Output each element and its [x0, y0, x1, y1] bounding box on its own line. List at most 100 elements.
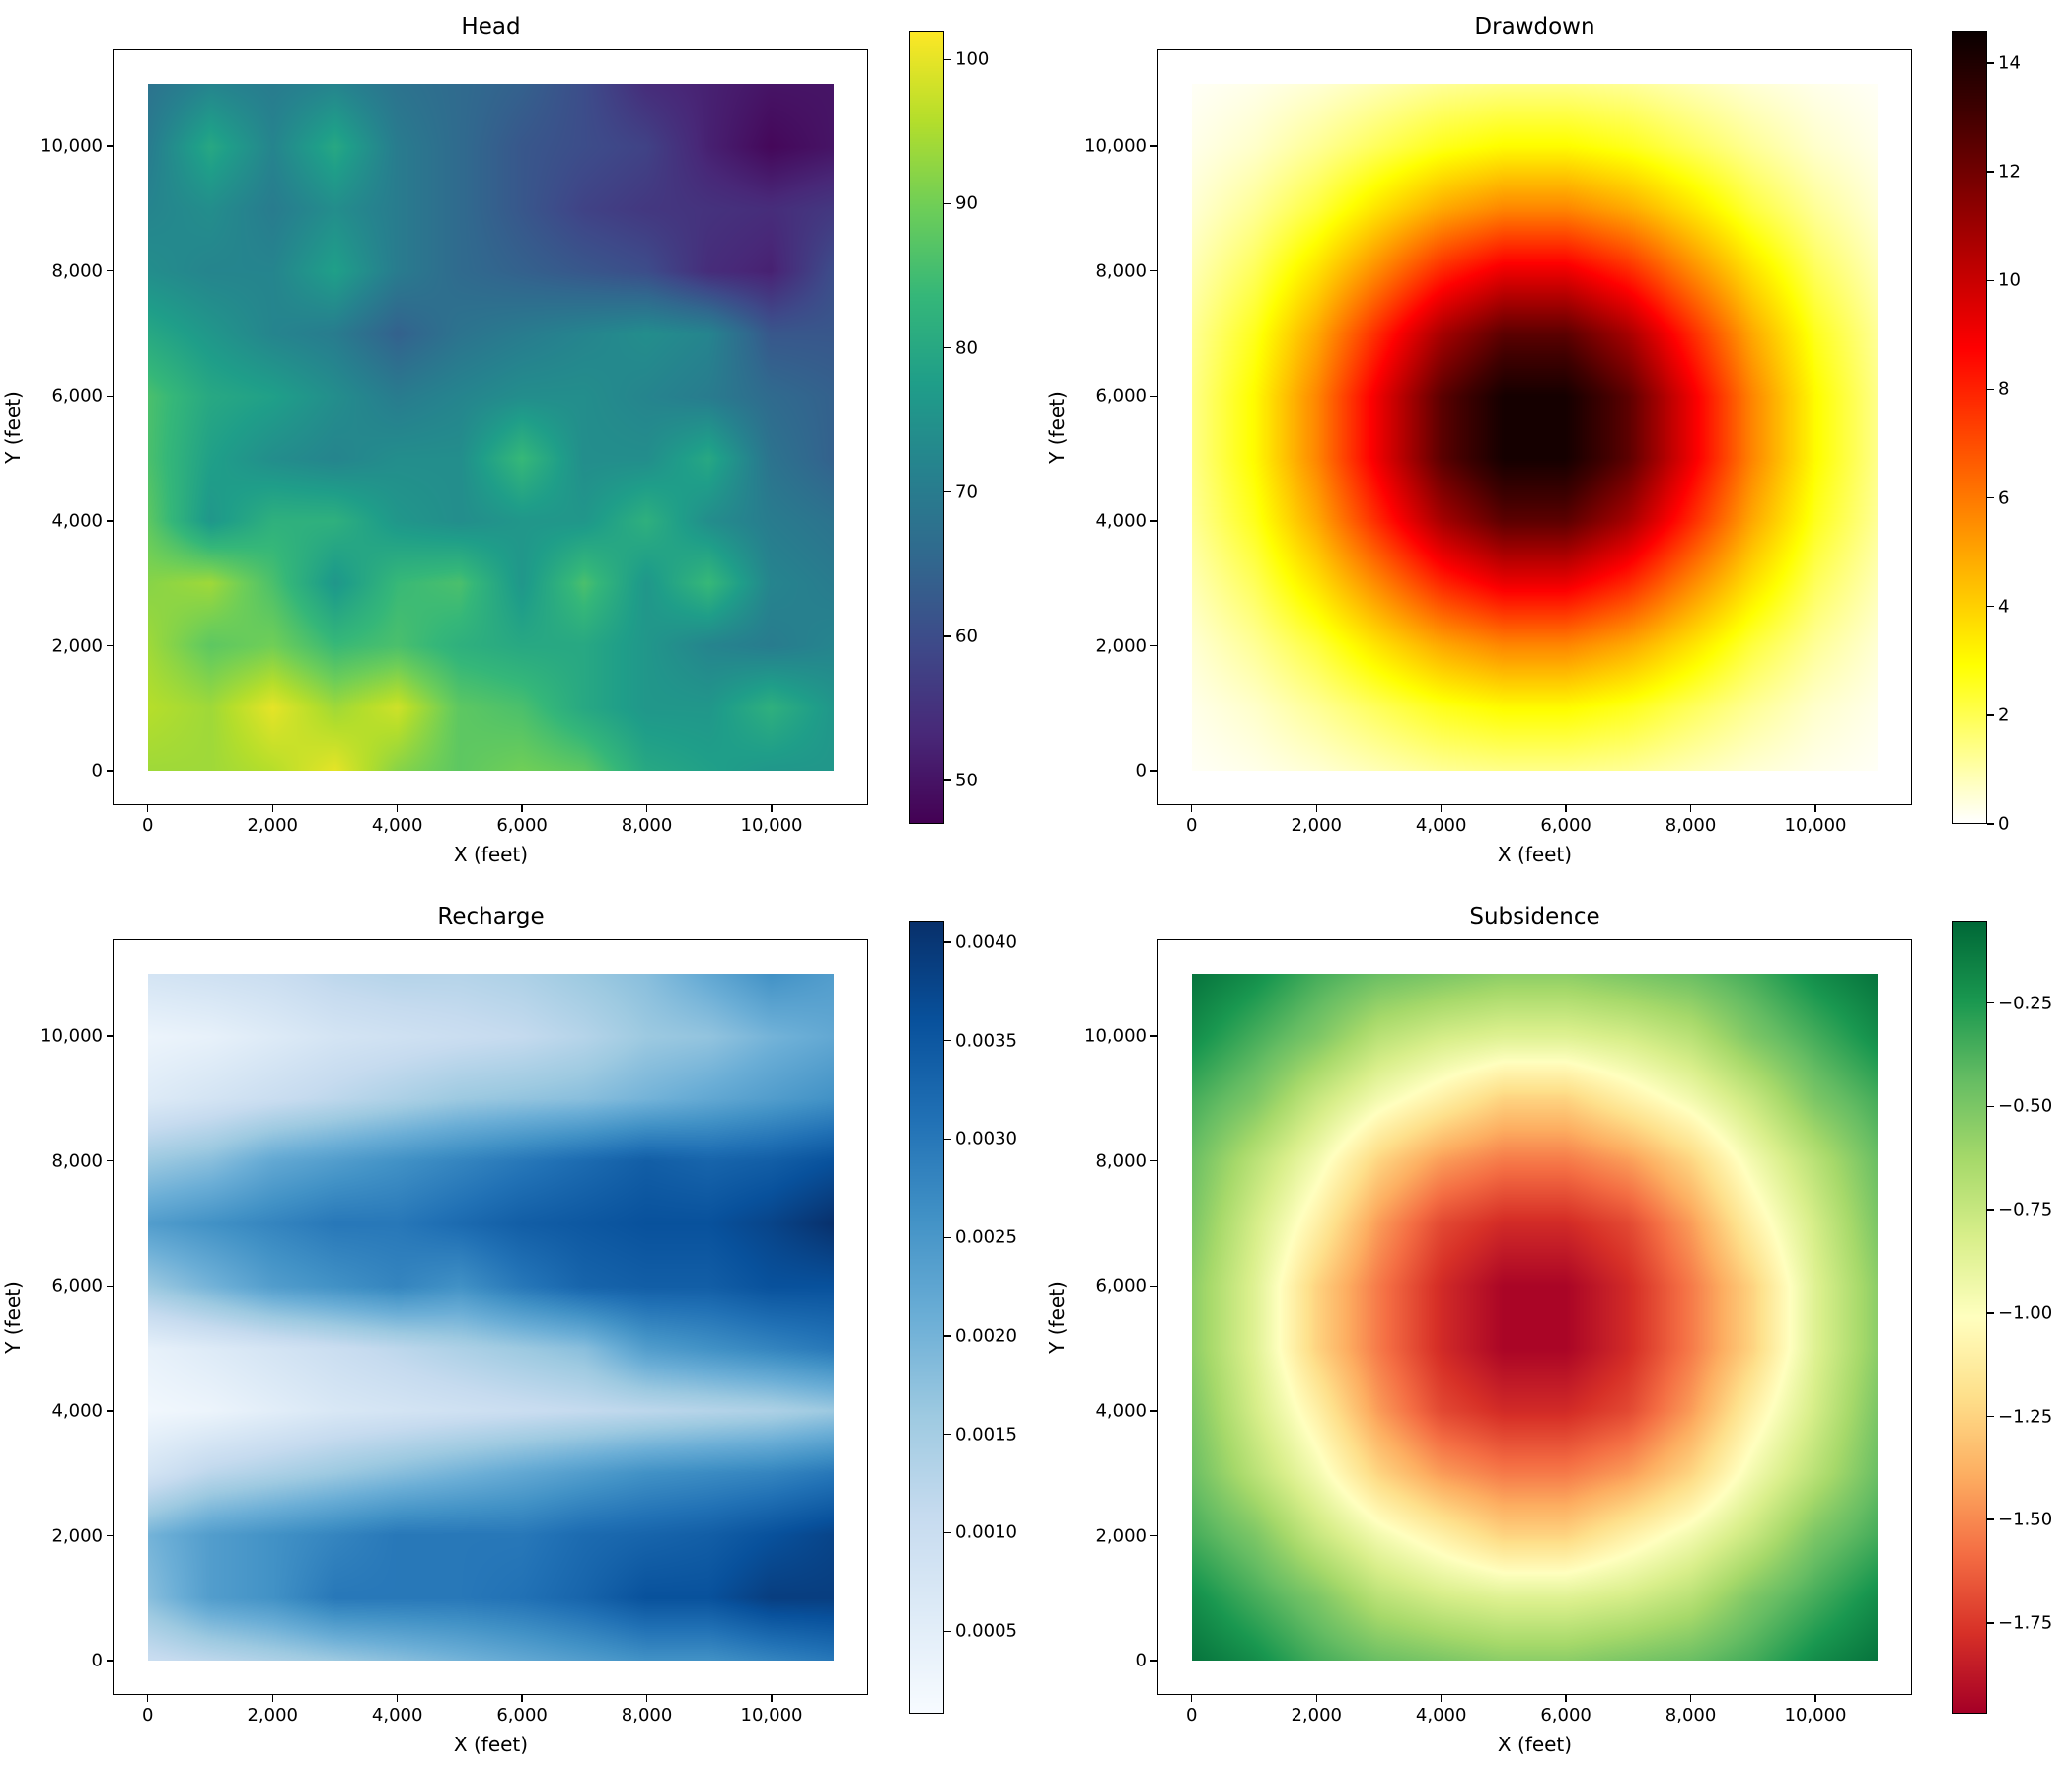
colorbar-tick	[1987, 1312, 1994, 1314]
y-tick-label: 0	[91, 760, 103, 781]
y-tick-label: 10,000	[1084, 135, 1147, 157]
y-tick	[107, 520, 113, 522]
y-tick-label: 4,000	[1095, 1400, 1147, 1422]
y-tick	[107, 145, 113, 147]
y-tick	[1150, 1160, 1157, 1162]
x-tick-label: 2,000	[1291, 1705, 1342, 1726]
colorbar	[909, 31, 944, 824]
y-tick	[1150, 1660, 1157, 1662]
y-tick	[107, 1035, 113, 1037]
y-tick-label: 10,000	[1084, 1025, 1147, 1047]
colorbar-tick-label: −1.00	[1998, 1302, 2053, 1324]
heatmap-drawdown	[1191, 83, 1878, 771]
colorbar-tick-label: 0.0025	[955, 1226, 1017, 1248]
heatmap-head	[147, 83, 834, 771]
colorbar-tick	[944, 202, 951, 205]
x-tick-label: 0	[142, 815, 154, 836]
x-tick	[1315, 1695, 1317, 1702]
y-tick	[1150, 1035, 1157, 1037]
colorbar-tick-label: 0	[1998, 813, 2010, 835]
colorbar-tick	[944, 1335, 951, 1337]
chart-title: Recharge	[437, 904, 545, 929]
x-tick	[1689, 805, 1692, 812]
colorbar-tick	[1987, 1622, 1994, 1624]
y-tick	[1150, 270, 1157, 272]
colorbar-tick	[1987, 823, 1994, 825]
x-tick	[147, 805, 149, 812]
x-tick	[1814, 805, 1816, 812]
y-tick-label: 8,000	[1095, 1150, 1147, 1172]
x-tick	[271, 1695, 273, 1702]
chart-title: Subsidence	[1469, 904, 1600, 929]
y-tick-label: 6,000	[51, 1275, 103, 1296]
y-tick	[1150, 644, 1157, 647]
colorbar-tick	[944, 635, 951, 637]
x-tick	[1191, 1695, 1193, 1702]
colorbar-tick	[1987, 1415, 1994, 1418]
y-tick-label: 6,000	[1095, 385, 1147, 407]
x-tick-label: 0	[142, 1705, 154, 1726]
x-tick-label: 6,000	[1540, 815, 1591, 836]
y-tick-label: 10,000	[40, 135, 103, 157]
y-axis-label: Y (feet)	[1045, 1281, 1069, 1354]
y-tick-label: 6,000	[51, 385, 103, 407]
colorbar-tick	[1987, 388, 1994, 391]
x-tick	[396, 1695, 399, 1702]
colorbar-tick	[1987, 171, 1994, 173]
x-tick-label: 0	[1186, 1705, 1198, 1726]
colorbar-tick	[1987, 496, 1994, 499]
x-tick	[1565, 1695, 1567, 1702]
colorbar-tick	[1987, 606, 1994, 608]
y-tick	[107, 770, 113, 772]
x-tick-label: 10,000	[1784, 815, 1847, 836]
colorbar-tick-label: −1.50	[1998, 1509, 2053, 1530]
colorbar-tick	[1987, 1209, 1994, 1211]
y-tick-label: 2,000	[1095, 1525, 1147, 1547]
colorbar-tick-label: −0.75	[1998, 1199, 2053, 1221]
y-tick-label: 8,000	[51, 260, 103, 282]
colorbar-gradient	[910, 922, 943, 1713]
y-tick-label: 2,000	[51, 1525, 103, 1547]
colorbar-tick-label: 60	[955, 626, 978, 647]
y-tick	[1150, 520, 1157, 522]
x-tick-label: 10,000	[1784, 1705, 1847, 1726]
x-tick	[521, 1695, 523, 1702]
y-tick	[1150, 1534, 1157, 1537]
x-tick	[771, 1695, 773, 1702]
y-tick	[1150, 1285, 1157, 1288]
heatmap-subsidence	[1191, 973, 1878, 1661]
x-tick	[1814, 1695, 1816, 1702]
colorbar-tick	[1987, 1518, 1994, 1520]
y-tick	[107, 1160, 113, 1162]
y-axis-label: Y (feet)	[1, 1281, 25, 1354]
x-tick-label: 8,000	[621, 815, 673, 836]
colorbar-tick	[1987, 279, 1994, 281]
y-tick-label: 0	[1135, 1650, 1147, 1671]
x-tick	[771, 805, 773, 812]
colorbar-tick-label: 0.0020	[955, 1325, 1017, 1347]
x-tick	[1440, 1695, 1443, 1702]
y-tick-label: 4,000	[51, 510, 103, 532]
y-tick-label: 8,000	[1095, 260, 1147, 282]
x-tick-label: 0	[1186, 815, 1198, 836]
x-tick-label: 2,000	[247, 1705, 298, 1726]
colorbar-tick-label: 100	[955, 48, 990, 70]
x-axis-label: X (feet)	[453, 1733, 529, 1756]
colorbar-tick-label: 10	[1998, 269, 2021, 291]
x-axis-label: X (feet)	[1497, 843, 1573, 866]
colorbar-gradient	[1953, 32, 1986, 823]
colorbar-tick-label: 90	[955, 192, 978, 214]
colorbar-tick-label: −1.25	[1998, 1406, 2053, 1427]
y-tick	[107, 270, 113, 272]
colorbar-tick-label: 0.0030	[955, 1128, 1017, 1149]
colorbar-tick-label: 14	[1998, 52, 2021, 74]
y-tick-label: 4,000	[51, 1400, 103, 1422]
x-tick	[1315, 805, 1317, 812]
colorbar-tick-label: 0.0035	[955, 1030, 1017, 1052]
x-tick-label: 4,000	[371, 1705, 423, 1726]
heatmap-recharge	[147, 973, 834, 1661]
colorbar-tick	[944, 58, 951, 60]
colorbar	[1952, 921, 1987, 1714]
y-tick	[1150, 395, 1157, 398]
y-axis-label: Y (feet)	[1, 391, 25, 464]
